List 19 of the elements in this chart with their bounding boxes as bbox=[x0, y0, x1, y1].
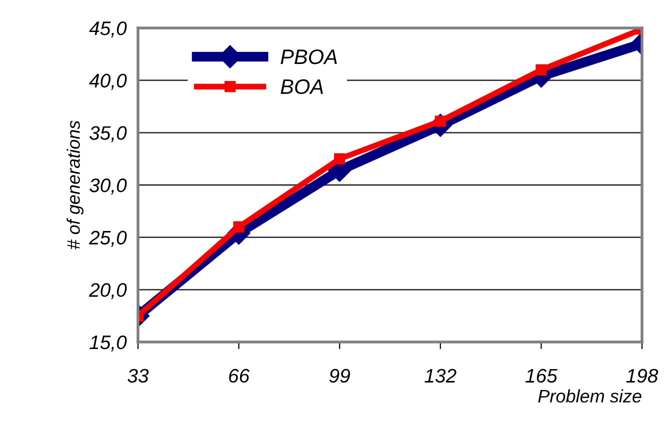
y-tick-label: 45,0 bbox=[89, 21, 127, 38]
x-tick-label: 198 bbox=[626, 368, 658, 383]
x-axis-title: Problem size bbox=[538, 389, 642, 403]
x-tick-label: 66 bbox=[229, 368, 250, 383]
y-tick-label: 30,0 bbox=[90, 178, 127, 195]
y-tick-label: 40,0 bbox=[89, 74, 127, 90]
x-tick-label: 165 bbox=[525, 368, 558, 383]
point bbox=[536, 64, 547, 76]
x-tick-label: 99 bbox=[329, 368, 350, 383]
y-axis-title: # of generations bbox=[66, 120, 84, 250]
y-tick-label: 15,0 bbox=[90, 335, 127, 352]
y-tick-label: 35,0 bbox=[90, 126, 127, 142]
y-tick-label: 25,0 bbox=[88, 230, 127, 247]
legend-label: PBOA bbox=[280, 49, 337, 64]
x-tick-label: 33 bbox=[128, 368, 149, 383]
y-tick-label: 20,0 bbox=[88, 283, 127, 300]
x-tick-label: 132 bbox=[424, 368, 456, 383]
point bbox=[334, 153, 346, 164]
legend-label: BOA bbox=[280, 79, 323, 94]
